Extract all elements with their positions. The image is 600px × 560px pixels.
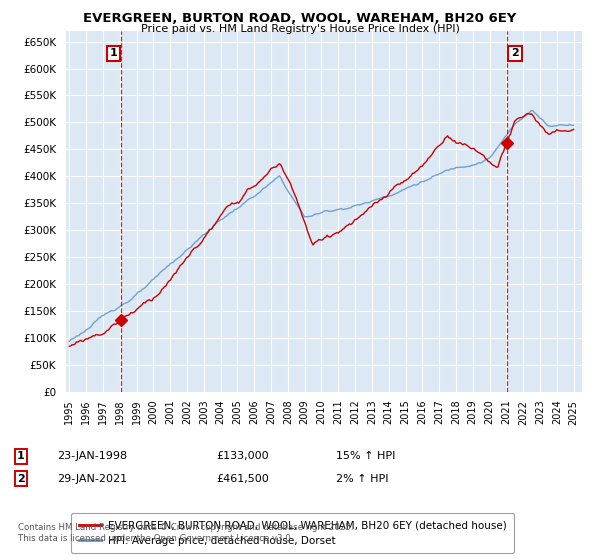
Text: Contains HM Land Registry data © Crown copyright and database right 2025.
This d: Contains HM Land Registry data © Crown c… [18,524,353,543]
Legend: EVERGREEN, BURTON ROAD, WOOL, WAREHAM, BH20 6EY (detached house), HPI: Average p: EVERGREEN, BURTON ROAD, WOOL, WAREHAM, B… [71,513,514,553]
Text: EVERGREEN, BURTON ROAD, WOOL, WAREHAM, BH20 6EY: EVERGREEN, BURTON ROAD, WOOL, WAREHAM, B… [83,12,517,25]
Text: 1: 1 [17,451,25,461]
Text: Price paid vs. HM Land Registry's House Price Index (HPI): Price paid vs. HM Land Registry's House … [140,24,460,34]
Text: 15% ↑ HPI: 15% ↑ HPI [336,451,395,461]
Text: 2: 2 [511,49,519,58]
Text: 2: 2 [17,474,25,484]
Text: 2% ↑ HPI: 2% ↑ HPI [336,474,389,484]
Text: 23-JAN-1998: 23-JAN-1998 [57,451,127,461]
Text: 1: 1 [109,49,117,58]
Text: £133,000: £133,000 [216,451,269,461]
Text: 29-JAN-2021: 29-JAN-2021 [57,474,127,484]
Text: £461,500: £461,500 [216,474,269,484]
